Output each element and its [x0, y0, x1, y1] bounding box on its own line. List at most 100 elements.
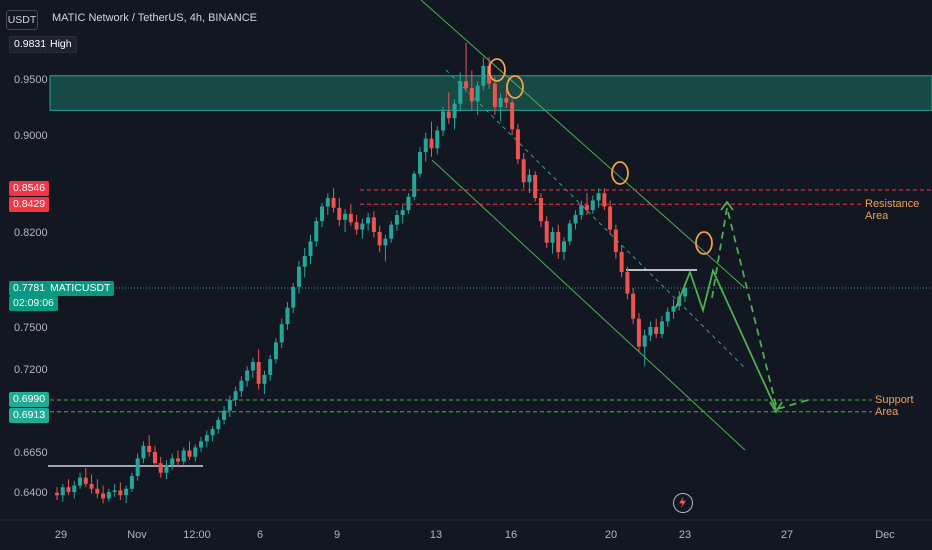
candle — [101, 493, 106, 499]
candle — [504, 98, 509, 103]
candle — [256, 362, 261, 384]
candle — [596, 193, 601, 201]
candle — [118, 490, 123, 496]
candle — [475, 85, 480, 102]
candle — [66, 487, 71, 492]
candle — [279, 324, 284, 343]
y-tick-label: 0.7200 — [14, 364, 48, 376]
y-tick-label: 0.9000 — [14, 130, 48, 142]
candle — [567, 223, 572, 242]
candle — [573, 215, 578, 224]
candle — [320, 206, 325, 222]
y-tick-label: 0.6650 — [14, 447, 48, 459]
high-label: High — [45, 36, 77, 53]
candle — [95, 488, 100, 494]
candle — [400, 210, 405, 216]
candle — [343, 213, 348, 220]
candle — [60, 487, 65, 496]
candle — [152, 452, 157, 464]
candle — [239, 380, 244, 392]
candle — [452, 103, 457, 119]
x-tick-label: 23 — [679, 529, 691, 541]
candle — [469, 87, 474, 102]
candle — [556, 232, 561, 253]
candle — [285, 307, 290, 325]
candle — [619, 252, 624, 273]
touch-circle-2 — [611, 161, 629, 185]
candle — [544, 221, 549, 243]
candle — [78, 477, 83, 486]
candle — [648, 327, 653, 336]
candle — [642, 335, 647, 347]
channel-upper-line — [420, 0, 746, 289]
candle — [135, 458, 140, 476]
candle — [446, 111, 451, 119]
candle — [590, 200, 595, 211]
candle — [481, 65, 486, 86]
candle — [245, 370, 250, 381]
candle — [383, 238, 388, 246]
candle — [250, 362, 255, 371]
candle — [233, 391, 238, 400]
candle — [683, 288, 687, 297]
candle — [538, 198, 543, 222]
candle — [377, 232, 382, 246]
candle — [175, 458, 180, 462]
x-tick-label: 16 — [505, 529, 517, 541]
x-tick-label: Nov — [127, 529, 147, 541]
support-lower-badge: 0.6913 — [9, 408, 50, 423]
candle — [527, 174, 532, 183]
y-tick-label: 0.6400 — [14, 487, 48, 499]
resistance-upper-badge: 0.8546 — [9, 181, 50, 196]
candle — [273, 342, 278, 360]
currency-button[interactable]: USDT — [6, 10, 38, 30]
candle — [112, 490, 117, 492]
projection-arrowhead — [769, 401, 783, 414]
candle — [89, 484, 94, 489]
resistance-lower-badge: 0.8429 — [9, 197, 50, 212]
candle — [222, 410, 227, 420]
touch-circle-3 — [695, 231, 713, 255]
candle — [106, 492, 111, 499]
x-tick-label: 12:00 — [183, 529, 211, 541]
candle — [187, 450, 192, 457]
candle — [170, 458, 175, 465]
support-area-label: Support Area — [872, 394, 932, 418]
candle — [441, 111, 446, 131]
y-tick-label: 0.8200 — [14, 227, 48, 239]
candle — [210, 429, 215, 436]
candle — [671, 306, 676, 312]
lightning-icon[interactable] — [673, 493, 693, 513]
current-symbol-badge: MATICUSDT — [46, 281, 115, 296]
projection-dashed — [711, 207, 809, 411]
candle — [613, 229, 618, 253]
candle — [268, 359, 273, 375]
touch-circle-0 — [488, 58, 506, 82]
candle — [199, 441, 204, 448]
y-tick-label: 0.7500 — [14, 322, 48, 334]
candle — [193, 447, 198, 457]
candle — [164, 464, 169, 473]
candle — [659, 321, 664, 334]
candle — [625, 272, 630, 294]
candle — [435, 130, 440, 149]
candle — [129, 476, 134, 489]
x-tick-label: 27 — [781, 529, 793, 541]
candle — [348, 213, 353, 223]
candle — [510, 102, 515, 130]
candle — [291, 286, 296, 308]
candle — [147, 445, 152, 452]
candle — [72, 485, 77, 492]
candle — [464, 81, 469, 88]
candle — [631, 293, 636, 319]
candle — [325, 198, 330, 207]
symbol-title: MATIC Network / TetherUS, 4h, BINANCE — [52, 12, 257, 24]
candle — [366, 217, 371, 224]
candle — [308, 241, 313, 257]
candle — [636, 318, 641, 347]
x-tick-label: 9 — [334, 529, 340, 541]
candle — [296, 266, 301, 287]
x-tick-label: 13 — [430, 529, 442, 541]
x-tick-label: 6 — [257, 529, 263, 541]
